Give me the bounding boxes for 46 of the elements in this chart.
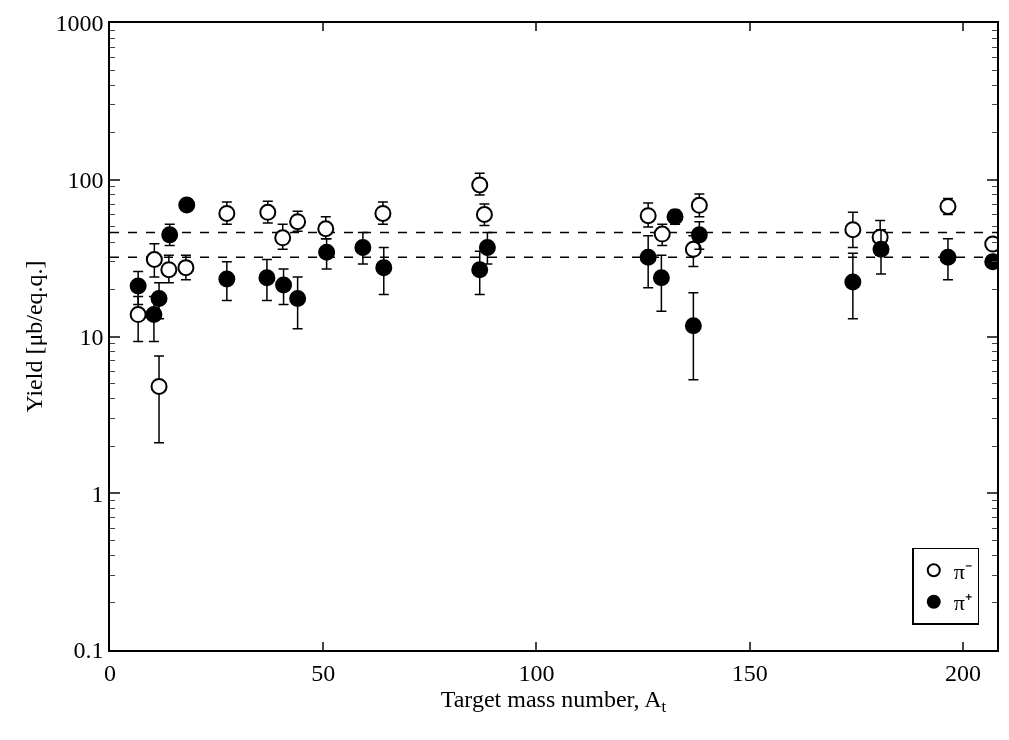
point [844,221,862,239]
y-tick-label: 0.1 [73,637,104,664]
point [160,261,178,279]
x-tick-label: 150 [731,659,768,686]
point [318,243,336,261]
point [275,276,293,294]
point [150,289,168,307]
x-tick-label: 0 [104,659,116,686]
y-axis-title: Yield [μb/eq.q.] [21,260,48,413]
point [274,229,292,247]
point [145,250,163,268]
point [317,220,335,238]
point [652,269,670,287]
point [471,176,489,194]
y-tick-label: 1000 [55,10,104,37]
point [844,273,862,291]
x-tick-label: 200 [944,659,981,686]
point [145,306,163,324]
point [639,248,657,266]
point [177,259,195,277]
y-tick-label: 10 [79,323,104,350]
legend-label: π⁻ [953,558,972,584]
point [218,270,236,288]
legend-label: π⁺ [953,590,972,616]
point [684,240,702,258]
point [129,277,147,295]
point [354,238,372,256]
point [690,196,708,214]
point [150,377,168,395]
point [258,269,276,287]
y-tick-label: 100 [67,167,104,194]
x-tick-label: 100 [518,659,555,686]
y-tick-label: 1 [91,480,104,507]
point [653,225,671,243]
x-tick-label: 50 [311,659,336,686]
x-axis-title: Target mass number, A$_{t}$ [440,686,667,717]
point [478,238,496,256]
point [690,226,708,244]
point [872,240,890,258]
point [639,207,657,225]
point [939,248,957,266]
point [375,259,393,277]
point [684,317,702,335]
point [471,261,489,279]
point [129,306,147,324]
point [289,289,307,307]
